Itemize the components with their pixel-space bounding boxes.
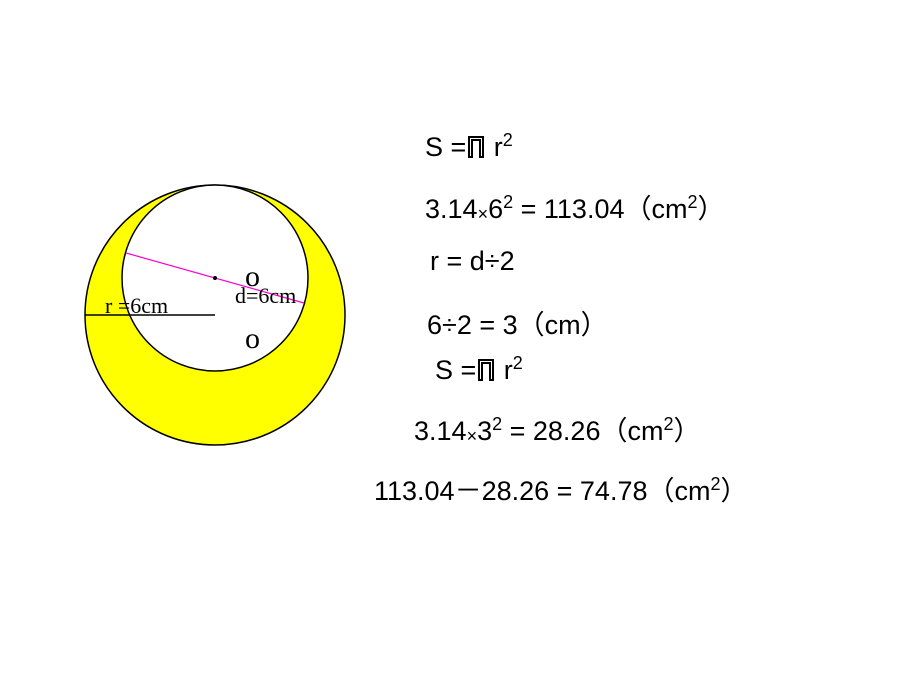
equation-line-5: S = r2 (435, 355, 523, 386)
equation-line-4: 6÷2 = 3（cm） (427, 303, 608, 342)
label-lower-o: o (245, 322, 260, 356)
equation-line-6: 3.14×32 = 28.26（cm2） (414, 409, 700, 448)
equation-line-2: 3.14×62 = 113.04（cm2） (425, 187, 724, 226)
equation-line-7: 113.04－28.26 = 74.78（cm2） (374, 469, 748, 508)
equation-line-1: S = r2 (425, 132, 513, 163)
label-diameter: d=6cm (235, 283, 296, 309)
center-dot (213, 276, 217, 280)
circle-diagram: o o r =6cm d=6cm (75, 175, 355, 455)
equation-line-3: r = d÷2 (430, 246, 515, 277)
label-radius: r =6cm (105, 293, 168, 319)
